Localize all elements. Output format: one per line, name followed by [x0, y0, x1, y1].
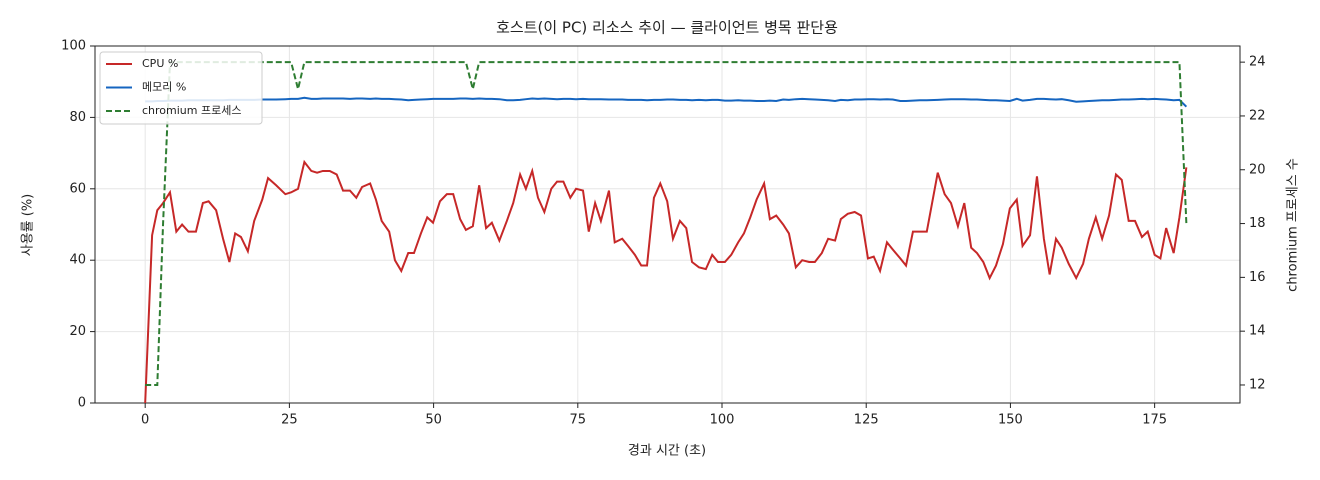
x-tick-label: 50	[425, 413, 442, 428]
y-tick-label: 60	[69, 181, 86, 196]
plot-frame	[94, 45, 1241, 404]
x-tick-label: 150	[998, 413, 1023, 428]
x-tick-label: 25	[281, 413, 298, 428]
series-line	[145, 96, 1188, 108]
y-tick-label: 40	[69, 253, 86, 268]
y2-tick-label: 22	[1249, 108, 1266, 123]
y-tick-label: 100	[61, 39, 86, 54]
chart-title: 호스트(이 PC) 리소스 추이 — 클라이언트 병목 판단용	[496, 19, 838, 37]
y-tick-label: 0	[78, 396, 86, 411]
y2-tick-label: 20	[1249, 162, 1266, 177]
x-tick-label: 100	[710, 413, 735, 428]
y2-tick-label: 18	[1249, 216, 1266, 231]
y-tick-label: 80	[69, 110, 86, 125]
x-tick-label: 175	[1142, 413, 1167, 428]
y2-tick-label: 24	[1249, 55, 1266, 70]
y-tick-label: 20	[69, 324, 86, 339]
legend-box	[99, 51, 263, 125]
series-line	[144, 159, 1188, 404]
legend: CPU % 메모리 % chromium 프로세스	[99, 51, 263, 125]
y2-tick-label: 12	[1249, 377, 1266, 392]
legend-label: CPU %	[142, 57, 178, 70]
x-tick-label: 125	[854, 413, 879, 428]
legend-label: 메모리 %	[142, 81, 186, 94]
y2-tick-label: 14	[1249, 324, 1266, 339]
x-tick-label: 75	[570, 413, 587, 428]
x-tick-label: 0	[141, 413, 149, 428]
y2-axis-label: chromium 프로세스 수	[1286, 158, 1301, 292]
x-axis-label: 경과 시간 (초)	[628, 444, 706, 459]
legend-label: chromium 프로세스	[142, 104, 241, 117]
y2-tick-label: 16	[1249, 270, 1266, 285]
y-axis-label: 사용률 (%)	[21, 194, 36, 257]
series-line	[145, 61, 1188, 386]
